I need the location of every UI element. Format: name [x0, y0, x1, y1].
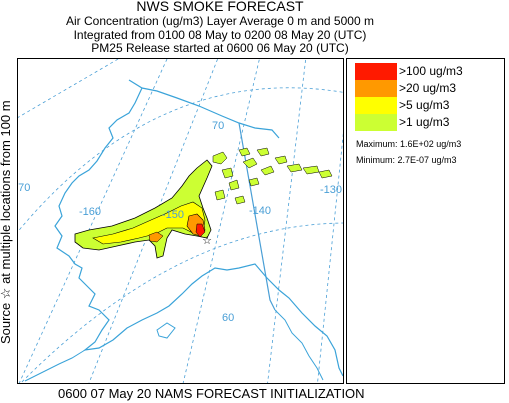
latitude-line-70 — [18, 87, 343, 233]
smoke-plume-1-ugm3 — [74, 159, 213, 259]
legend-label-100: >100 ug/m3 — [399, 64, 463, 78]
legend-swatch-1 — [355, 114, 397, 131]
legend-swatch-5 — [355, 97, 397, 114]
border-line — [238, 122, 276, 311]
legend-label-20: >20 ug/m3 — [399, 81, 457, 95]
coastline-panhandle — [274, 309, 324, 381]
coastline-alaska — [54, 79, 343, 377]
source-side-label: Source ☆ at multiple locations from 100 … — [0, 100, 13, 344]
map-panel: ☆ 70 60 170 -160 -150 -140 -130 — [17, 58, 344, 384]
label-lon-170: 170 — [17, 182, 30, 194]
legend-minimum: Minimum: 2.7E-07 ug/m3 — [356, 155, 457, 165]
longitude-line-170 — [18, 59, 168, 383]
chart-title: NWS SMOKE FORECAST — [136, 0, 304, 14]
label-lat-60: 60 — [222, 312, 234, 324]
legend-panel: >100 ug/m3 >20 ug/m3 >5 ug/m3 >1 ug/m3 M… — [346, 58, 505, 384]
longitude-line-180 — [18, 59, 119, 118]
legend-label-1: >1 ug/m3 — [399, 115, 450, 129]
forecast-init-footer: 0600 07 May 20 NAMS FORECAST INITIALIZAT… — [58, 386, 365, 401]
label-lon-150: -150 — [162, 209, 184, 221]
coastline-aleutians — [24, 349, 86, 382]
smoke-plume-20-ugm3-west — [148, 231, 164, 243]
subtitle-concentration: Air Concentration (ug/m3) Layer Average … — [66, 14, 374, 28]
label-lon-160: -160 — [79, 206, 101, 218]
legend-item: >100 ug/m3 — [355, 63, 503, 80]
longitude-line-130 — [317, 132, 343, 383]
coastline-kodiak — [156, 322, 176, 339]
label-lon-130: -130 — [320, 184, 342, 196]
smoke-plume-100-ugm3 — [195, 223, 206, 238]
legend-swatch-20 — [355, 80, 397, 97]
label-lat-70: 70 — [212, 120, 224, 132]
legend-item: >5 ug/m3 — [355, 97, 503, 114]
legend-swatch-100 — [355, 63, 397, 80]
legend-maximum: Maximum: 1.6E+02 ug/m3 — [356, 139, 462, 149]
legend-item: >20 ug/m3 — [355, 80, 503, 97]
longitude-line-150 — [182, 59, 260, 383]
legend-label-5: >5 ug/m3 — [399, 98, 450, 112]
source-star-icon: ☆ — [202, 234, 212, 247]
subtitle-release: PM25 Release started at 0600 06 May 20 (… — [91, 41, 349, 55]
smoke-patches-east — [212, 147, 333, 205]
legend-item: >1 ug/m3 — [355, 114, 503, 131]
label-lon-140: -140 — [249, 205, 271, 217]
latitude-line-60 — [20, 222, 343, 383]
subtitle-integration: Integrated from 0100 08 May to 0200 08 M… — [73, 28, 367, 42]
